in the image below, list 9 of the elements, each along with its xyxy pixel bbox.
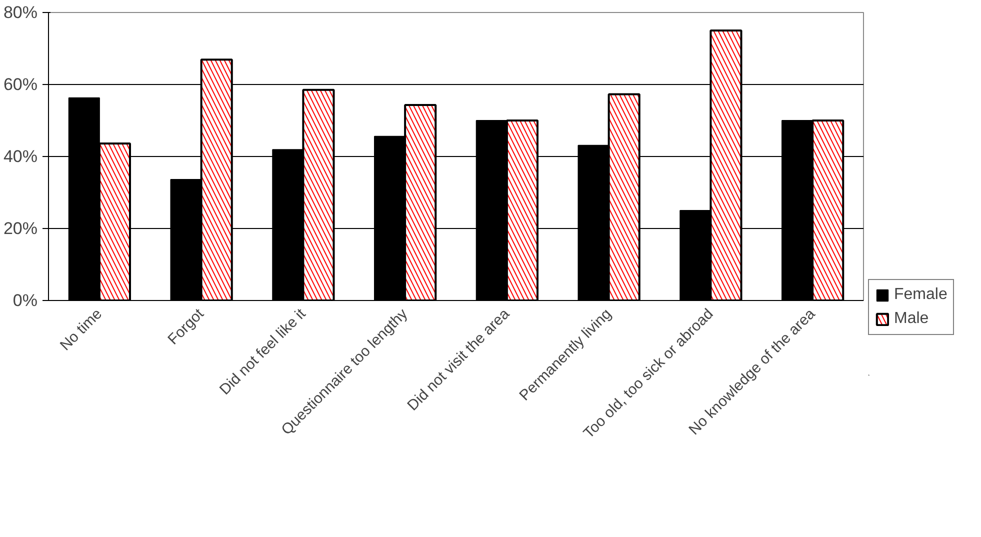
y-tick-label: 80% <box>3 3 38 22</box>
y-tick-label: 20% <box>3 219 38 238</box>
y-tick-label: 40% <box>3 147 38 166</box>
legend-label: Female <box>894 286 948 304</box>
x-tick-label: Did not feel like it <box>216 304 310 398</box>
y-tick-label: 60% <box>3 75 38 94</box>
y-tick-label: 0% <box>12 291 38 310</box>
legend-label: Male <box>894 310 929 328</box>
x-tick-label: No time <box>56 305 106 354</box>
